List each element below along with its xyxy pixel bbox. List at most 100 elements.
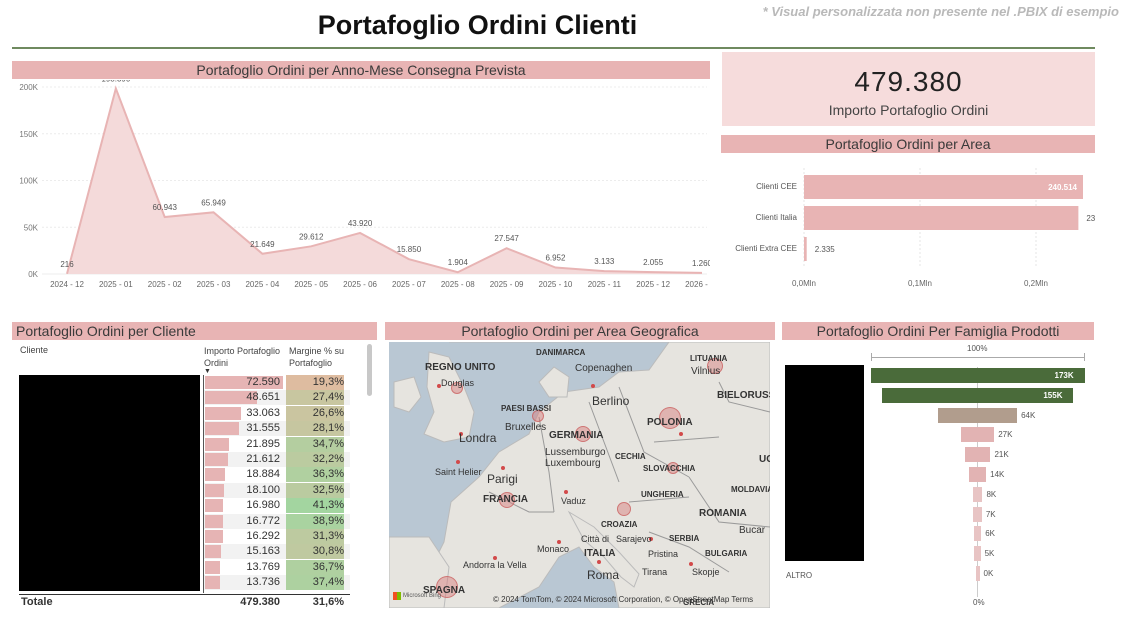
importo-cell: 18.100 [246, 483, 280, 496]
importo-cell: 72.590 [246, 376, 280, 388]
map-bubble-lituania[interactable] [707, 358, 723, 374]
map-bubble-germania[interactable] [575, 426, 591, 442]
map-bubble-slovacchia[interactable] [667, 462, 679, 474]
table-row[interactable]: 15.163 30,8% [204, 544, 350, 560]
x-tick-label: 0,2Mln [1024, 279, 1048, 288]
family-bar[interactable] [974, 546, 981, 562]
importo-cell: 13.736 [246, 576, 280, 589]
col-importo-header[interactable]: Importo Portafoglio Ordini [204, 346, 281, 368]
table-row[interactable]: 18.884 36,3% [204, 467, 350, 483]
family-bars: 173K 155K 64K 27K 21K 14K 8K 7K 6K 5K 0K [782, 342, 1094, 612]
table-row[interactable]: 21.895 34,7% [204, 436, 350, 452]
table-row[interactable]: 48.651 27,4% [204, 390, 350, 406]
funnel-top-tick-right [1084, 353, 1085, 361]
family-bar-label: 21K [994, 450, 1009, 460]
map-city-tirana: Tirana [642, 567, 668, 577]
y-tick-label: 50K [24, 223, 39, 232]
clients-table[interactable]: Cliente Importo Portafoglio Ordini ▼ Mar… [12, 342, 377, 612]
map-label-spagna: SPAGNA [423, 585, 466, 596]
x-tick-label: 2025 - 07 [392, 280, 426, 289]
map-bubble-spagna[interactable] [436, 576, 458, 598]
table-row[interactable]: 33.063 26,6% [204, 405, 350, 421]
map-city-parigi: Parigi [487, 472, 518, 486]
data-label: 1.904 [448, 258, 469, 267]
map-city-douglas: Douglas [441, 378, 475, 388]
family-bar-label: 14K [990, 470, 1005, 479]
family-bar[interactable] [975, 566, 980, 581]
funnel-center-line [977, 367, 978, 597]
x-tick-label: 2025 - 06 [343, 280, 377, 289]
data-label: 3.133 [594, 257, 615, 266]
family-bar[interactable] [937, 407, 1018, 423]
map-label-bielorussia: BIELORUSSIA [717, 390, 770, 401]
map-label-serbia: SERBIA [669, 534, 700, 543]
map-dot [679, 432, 683, 436]
table-row[interactable]: 13.736 37,4% [204, 575, 350, 591]
map-label-germania: GERMANIA [549, 430, 604, 441]
map-dot [557, 540, 561, 544]
map-label-cechia: CECHIA [615, 452, 646, 461]
importo-databar [205, 376, 283, 389]
map-city-roma: Roma [587, 568, 620, 582]
table-row[interactable]: 13.769 36,7% [204, 559, 350, 575]
data-label: 216 [60, 260, 74, 269]
map-city-vaduz: Vaduz [561, 496, 586, 506]
table-row[interactable]: 16.980 41,3% [204, 498, 350, 514]
margine-cell: 38,9% [286, 513, 344, 529]
map-city-citta-di: Città di [581, 534, 610, 544]
family-bar[interactable] [964, 447, 991, 463]
map-bubble-polonia[interactable] [659, 407, 681, 429]
map-city-saint-helier: Saint Helier [435, 467, 482, 477]
family-bar[interactable] [973, 506, 982, 522]
table-row[interactable]: 21.612 32,2% [204, 452, 350, 467]
margine-cell: 36,3% [286, 467, 344, 483]
importo-cell: 13.769 [246, 560, 280, 573]
family-chart[interactable]: 100% 0% ALTRO 173K 155K 64K 27K 21K 14K 8K 7K 6K… [782, 342, 1094, 612]
table-row[interactable]: 31.555 28,1% [204, 421, 350, 437]
data-label: 27.547 [494, 234, 519, 243]
map-bubble-regno-unito[interactable] [451, 382, 463, 394]
table-row[interactable]: 16.292 31,3% [204, 529, 350, 544]
family-bar[interactable] [968, 467, 987, 482]
margine-cell: 36,7% [286, 559, 344, 575]
altro-label: ALTRO [786, 571, 813, 580]
map-city-londra: Londra [459, 431, 497, 445]
importo-cell: 15.163 [246, 545, 280, 558]
table-scrollbar[interactable] [367, 344, 372, 396]
europe-map[interactable]: REGNO UNITO PAESI BASSI GERMANIA POLONIA… [389, 342, 770, 608]
col-margine-header[interactable]: Margine % su Portafoglio [289, 346, 345, 368]
x-tick-label: 2025 - 08 [441, 280, 475, 289]
table-row[interactable]: 16.772 38,9% [204, 513, 350, 529]
importo-databar [205, 468, 226, 482]
family-bar[interactable] [973, 526, 982, 542]
table-row[interactable]: 72.590 19,3% [204, 375, 350, 390]
family-bar[interactable] [870, 368, 1085, 383]
category-label: Clienti Italia [756, 213, 798, 222]
column-divider [203, 375, 204, 593]
data-label: 198.390 [101, 80, 130, 84]
map-bubble-croazia[interactable] [617, 502, 631, 516]
x-tick-label: 2025 - 12 [636, 280, 670, 289]
col-cliente-header[interactable]: Cliente [20, 345, 49, 355]
map-attribution[interactable]: © 2024 TomTom, © 2024 Microsoft Corporat… [493, 595, 754, 604]
map-dot [591, 384, 595, 388]
map-label-slovacchia: SLOVACCHIA [643, 464, 696, 473]
map-bubble-francia[interactable] [499, 492, 515, 508]
kpi-card[interactable]: 479.380 Importo Portafoglio Ordini [722, 52, 1095, 126]
family-bar[interactable] [960, 427, 995, 443]
map-dot [597, 560, 601, 564]
importo-cell: 21.612 [246, 453, 280, 465]
area-chart[interactable]: 200K 150K 100K 50K 0K 2024 - 12 2025 - 01 2025 … [12, 80, 710, 295]
family-bar-label: 27K [998, 430, 1013, 440]
importo-databar [205, 514, 224, 528]
importo-cell: 16.980 [246, 499, 280, 512]
table-row[interactable]: 18.100 32,5% [204, 482, 350, 498]
map-bubble-paesi-bassi[interactable] [532, 410, 544, 422]
margine-cell: 41,3% [286, 498, 344, 514]
family-bar[interactable] [881, 387, 1074, 403]
family-bar[interactable] [972, 486, 983, 502]
map-title: Portafoglio Ordini per Area Geografica [385, 322, 775, 340]
area-bar-chart[interactable]: 0,0Mln 0,1Mln 0,2Mln Clienti CEE 240.514 Clie… [721, 158, 1095, 293]
sort-desc-icon[interactable]: ▼ [204, 368, 211, 375]
map-city-luxembourg: Luxembourg [545, 458, 601, 469]
